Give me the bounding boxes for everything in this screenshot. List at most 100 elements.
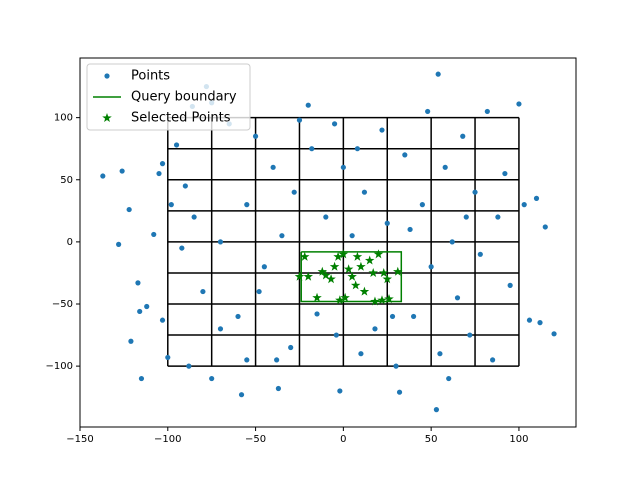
point xyxy=(191,214,197,220)
star-point xyxy=(370,296,380,306)
point xyxy=(333,332,339,338)
point xyxy=(419,202,425,208)
point xyxy=(526,317,533,323)
point xyxy=(168,202,174,208)
point xyxy=(274,357,280,363)
point xyxy=(389,313,396,320)
point xyxy=(442,164,448,170)
point xyxy=(314,311,320,317)
x-tick-label: 100 xyxy=(509,434,528,445)
point xyxy=(252,133,259,139)
point xyxy=(209,375,215,382)
star-point xyxy=(350,280,361,290)
point xyxy=(437,351,443,357)
star-point xyxy=(329,261,340,271)
point xyxy=(379,127,385,133)
point xyxy=(472,189,478,195)
star-point xyxy=(299,251,310,261)
point xyxy=(291,189,297,195)
point xyxy=(173,142,180,148)
point xyxy=(135,280,141,286)
x-tick-label: −100 xyxy=(154,434,181,445)
point xyxy=(186,363,192,369)
point xyxy=(119,168,125,174)
point xyxy=(151,231,157,238)
star-point xyxy=(382,274,393,284)
point xyxy=(516,101,522,107)
x-tick-label: −50 xyxy=(245,434,266,445)
point xyxy=(159,161,166,167)
point xyxy=(533,195,540,201)
star-point xyxy=(393,266,403,276)
point xyxy=(128,338,134,344)
point xyxy=(361,189,368,195)
point xyxy=(449,239,455,245)
point xyxy=(551,331,557,337)
point xyxy=(463,214,469,220)
legend-star xyxy=(102,113,112,123)
x-tick-label: −150 xyxy=(66,434,93,445)
point xyxy=(182,183,188,189)
point xyxy=(296,117,303,123)
point xyxy=(138,375,145,382)
point xyxy=(428,264,434,270)
point xyxy=(288,344,294,351)
point xyxy=(407,226,413,233)
point xyxy=(454,295,461,301)
point xyxy=(354,146,361,152)
point xyxy=(275,385,281,392)
point xyxy=(179,245,185,251)
star-point xyxy=(340,292,350,302)
point xyxy=(410,313,417,320)
point xyxy=(358,351,364,357)
point xyxy=(217,326,224,332)
star-point xyxy=(326,274,336,284)
point xyxy=(446,375,452,382)
point xyxy=(393,363,399,369)
legend-label: Selected Points xyxy=(131,111,231,126)
star-point xyxy=(312,292,322,302)
point xyxy=(238,392,245,398)
point xyxy=(331,121,338,127)
point xyxy=(372,326,378,332)
star-point xyxy=(377,295,387,305)
star-point xyxy=(373,249,384,259)
point xyxy=(384,220,390,226)
point xyxy=(521,202,527,208)
point xyxy=(490,357,496,363)
point xyxy=(165,354,171,361)
star-point xyxy=(335,295,345,305)
point xyxy=(396,389,403,395)
point xyxy=(256,288,262,295)
y-tick-label: 0 xyxy=(67,237,73,248)
y-tick-label: −50 xyxy=(52,299,73,310)
star-point xyxy=(343,264,354,274)
legend-label: Points xyxy=(131,69,170,84)
point xyxy=(502,170,508,177)
legend-box xyxy=(86,63,251,131)
point xyxy=(235,313,241,320)
point xyxy=(137,308,143,315)
point xyxy=(217,239,224,245)
point xyxy=(507,282,513,288)
query-boundary xyxy=(300,251,403,303)
star-point xyxy=(364,255,375,265)
star-point xyxy=(356,261,366,271)
y-tick-label: 50 xyxy=(60,175,73,186)
legend-label: Query boundary xyxy=(131,90,237,105)
star-point xyxy=(303,271,313,281)
point xyxy=(467,332,473,338)
point xyxy=(435,71,441,77)
point xyxy=(200,288,206,295)
star-point xyxy=(333,251,343,261)
point xyxy=(495,214,501,220)
x-tick-label: 0 xyxy=(340,434,346,445)
star-point xyxy=(338,249,349,259)
star-point xyxy=(359,286,370,296)
point xyxy=(305,102,311,108)
star-point xyxy=(321,270,331,280)
x-tick-label: 50 xyxy=(425,434,438,445)
point xyxy=(460,133,466,139)
